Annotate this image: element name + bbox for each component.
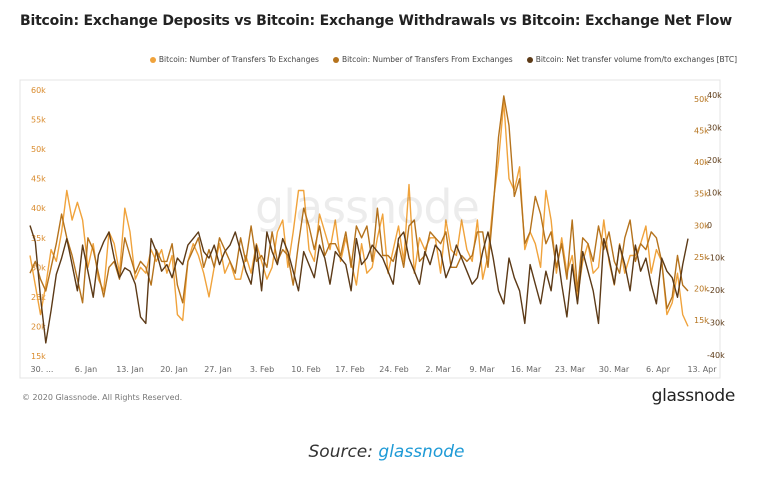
right-outer-axis-tick-label: 30k bbox=[707, 124, 722, 133]
left-axis-tick-label: 60k bbox=[31, 86, 46, 95]
right-outer-axis-tick-label: -10k bbox=[707, 254, 725, 263]
x-axis-tick-label: 9. Mar bbox=[469, 365, 495, 374]
legend-dot-deposits bbox=[149, 56, 156, 63]
legend-label-netflow: Bitcoin: Net transfer volume from/to exc… bbox=[535, 55, 737, 64]
left-axis-tick-label: 55k bbox=[31, 116, 46, 125]
chart-title: Bitcoin: Exchange Deposits vs Bitcoin: E… bbox=[20, 13, 732, 29]
x-axis-tick-label: 23. Mar bbox=[555, 365, 586, 374]
right-outer-axis-tick-label: -20k bbox=[707, 286, 725, 295]
x-axis-tick-label: 10. Feb bbox=[291, 365, 320, 374]
right-inner-axis-tick-label: 45k bbox=[694, 127, 709, 136]
right-inner-axis-tick-label: 25k bbox=[694, 253, 709, 262]
series-line-1 bbox=[29, 95, 689, 310]
x-axis-tick-label: 30. ... bbox=[31, 365, 54, 374]
left-axis-tick-label: 45k bbox=[31, 175, 46, 184]
glassnode-logo: glassnode bbox=[651, 386, 736, 406]
left-axis-tick-label: 20k bbox=[31, 322, 46, 331]
x-axis-tick-label: 30. Mar bbox=[599, 365, 630, 374]
left-axis-tick-label: 30k bbox=[31, 263, 46, 272]
x-axis-tick-label: 20. Jan bbox=[160, 365, 188, 374]
source-prefix: Source: bbox=[308, 442, 379, 462]
plot-frame bbox=[19, 79, 721, 379]
right-inner-axis-tick-label: 40k bbox=[694, 158, 709, 167]
source-link[interactable]: glassnode bbox=[378, 442, 465, 462]
x-axis-tick-label: 16. Mar bbox=[511, 365, 542, 374]
x-axis-tick-label: 2. Mar bbox=[425, 365, 451, 374]
legend-dot-withdrawals bbox=[332, 56, 339, 63]
x-axis-tick-label: 3. Feb bbox=[250, 365, 274, 374]
x-axis-tick-label: 6. Jan bbox=[75, 365, 98, 374]
x-axis-tick-label: 13. Apr bbox=[687, 365, 717, 374]
right-inner-axis-tick-label: 30k bbox=[694, 221, 709, 230]
x-axis-tick-label: 27. Jan bbox=[204, 365, 232, 374]
x-axis-tick-label: 13. Jan bbox=[116, 365, 144, 374]
right-outer-axis-tick-label: 40k bbox=[707, 91, 722, 100]
right-outer-axis-tick-label: -40k bbox=[707, 351, 725, 360]
right-outer-axis-tick-label: 10k bbox=[707, 189, 722, 198]
legend-item-withdrawals[interactable]: Bitcoin: Number of Transfers From Exchan… bbox=[332, 55, 513, 64]
legend-dot-netflow bbox=[526, 56, 533, 63]
right-outer-axis-tick-label: 20k bbox=[707, 156, 722, 165]
left-axis-tick-label: 15k bbox=[31, 352, 46, 361]
right-inner-axis-tick-label: 35k bbox=[694, 190, 709, 199]
right-outer-axis-tick-label: 0 bbox=[707, 221, 712, 230]
legend-label-deposits: Bitcoin: Number of Transfers To Exchange… bbox=[158, 55, 319, 64]
left-axis-tick-label: 25k bbox=[31, 293, 46, 302]
x-axis-tick-label: 24. Feb bbox=[379, 365, 408, 374]
right-outer-axis-tick-label: -30k bbox=[707, 319, 725, 328]
x-axis-tick-label: 6. Apr bbox=[646, 365, 671, 374]
series-line-2 bbox=[29, 225, 689, 344]
legend-label-withdrawals: Bitcoin: Number of Transfers From Exchan… bbox=[341, 55, 513, 64]
left-axis-tick-label: 50k bbox=[31, 145, 46, 154]
right-inner-axis-tick-label: 20k bbox=[694, 284, 709, 293]
x-axis-tick-label: 17. Feb bbox=[335, 365, 364, 374]
copyright-text: © 2020 Glassnode. All Rights Reserved. bbox=[22, 393, 183, 402]
source-caption: Source: glassnode bbox=[0, 442, 773, 462]
right-inner-axis-tick-label: 50k bbox=[694, 95, 709, 104]
legend: Bitcoin: Number of Transfers To Exchange… bbox=[149, 55, 737, 64]
left-axis-tick-label: 35k bbox=[31, 234, 46, 243]
legend-item-netflow[interactable]: Bitcoin: Net transfer volume from/to exc… bbox=[526, 55, 737, 64]
legend-item-deposits[interactable]: Bitcoin: Number of Transfers To Exchange… bbox=[149, 55, 319, 64]
right-inner-axis-tick-label: 15k bbox=[694, 316, 709, 325]
left-axis-tick-label: 40k bbox=[31, 204, 46, 213]
watermark: glassnode bbox=[255, 180, 480, 234]
